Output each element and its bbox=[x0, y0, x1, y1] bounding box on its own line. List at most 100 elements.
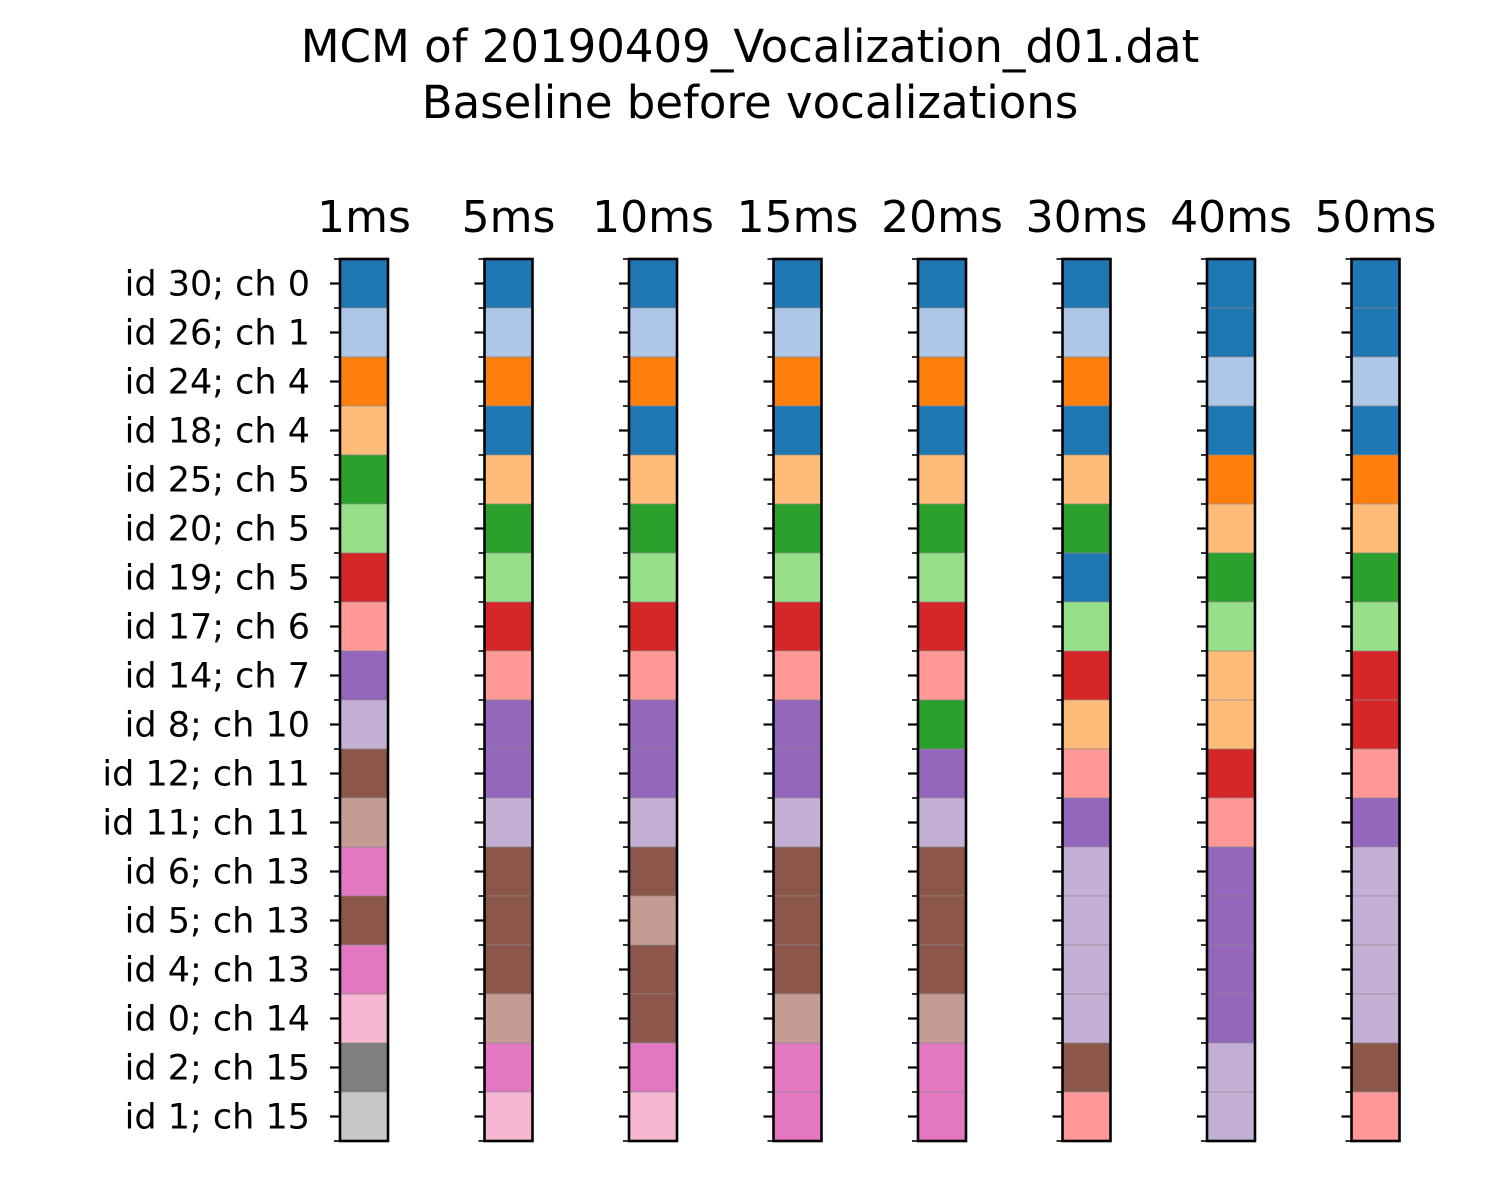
heatmap-cell bbox=[339, 307, 389, 358]
heatmap-cell bbox=[1351, 503, 1400, 554]
heatmap-cell bbox=[917, 356, 967, 407]
heatmap-cell bbox=[1206, 307, 1256, 358]
heatmap-cell bbox=[917, 993, 967, 1044]
heatmap-cell bbox=[773, 258, 822, 309]
heatmap-cell bbox=[1206, 993, 1256, 1044]
heatmap-cell bbox=[1062, 552, 1111, 603]
heatmap-cell bbox=[1206, 1042, 1256, 1093]
heatmap-cell bbox=[484, 895, 533, 946]
heatmap-cell bbox=[1206, 748, 1256, 799]
heatmap-cell bbox=[1206, 650, 1256, 701]
column-label: 1ms bbox=[317, 192, 411, 243]
heatmap-cell bbox=[628, 405, 678, 456]
heatmap-cell bbox=[773, 503, 822, 554]
heatmap-cell bbox=[1206, 552, 1256, 603]
row-label: id 11; ch 11 bbox=[102, 804, 310, 844]
heatmap-cell bbox=[339, 699, 389, 750]
heatmap-cell bbox=[628, 503, 678, 554]
heatmap-cell bbox=[1351, 944, 1400, 995]
heatmap-column: 30ms bbox=[1026, 192, 1148, 1143]
heatmap-cell bbox=[773, 307, 822, 358]
heatmap-cell bbox=[484, 993, 533, 1044]
heatmap-cell bbox=[339, 552, 389, 603]
column-label: 10ms bbox=[592, 192, 714, 243]
heatmap-cell bbox=[917, 1042, 967, 1093]
heatmap-cell bbox=[773, 601, 822, 652]
heatmap-cell bbox=[917, 846, 967, 897]
heatmap-cell bbox=[773, 944, 822, 995]
heatmap-cell bbox=[773, 1091, 822, 1142]
heatmap-cell bbox=[917, 895, 967, 946]
heatmap-cell bbox=[628, 699, 678, 750]
heatmap-cell bbox=[1206, 846, 1256, 897]
row-label: id 6; ch 13 bbox=[125, 853, 310, 893]
heatmap-cell bbox=[1351, 356, 1400, 407]
heatmap-cell bbox=[1062, 944, 1111, 995]
heatmap-cell bbox=[628, 552, 678, 603]
heatmap-cell bbox=[1206, 944, 1256, 995]
heatmap-cell bbox=[1206, 503, 1256, 554]
heatmap-cell bbox=[1206, 699, 1256, 750]
heatmap-cell bbox=[1351, 307, 1400, 358]
heatmap-cell bbox=[628, 1042, 678, 1093]
row-label: id 12; ch 11 bbox=[102, 755, 310, 795]
heatmap-cell bbox=[917, 944, 967, 995]
heatmap-cell bbox=[773, 895, 822, 946]
heatmap-cell bbox=[1206, 454, 1256, 505]
heatmap-cell bbox=[628, 650, 678, 701]
heatmap-cell bbox=[1351, 258, 1400, 309]
heatmap-cell bbox=[484, 258, 533, 309]
column-label: 30ms bbox=[1026, 192, 1148, 243]
heatmap-cell bbox=[773, 650, 822, 701]
column-label: 20ms bbox=[881, 192, 1003, 243]
heatmap-cell bbox=[917, 258, 967, 309]
heatmap-cell bbox=[1351, 1091, 1400, 1142]
row-label: id 19; ch 5 bbox=[125, 559, 310, 599]
heatmap-column: 5ms bbox=[462, 192, 555, 1143]
heatmap-cell bbox=[484, 552, 533, 603]
heatmap-cell bbox=[1351, 650, 1400, 701]
heatmap-cell bbox=[917, 307, 967, 358]
heatmap-cell bbox=[917, 699, 967, 750]
heatmap-cell bbox=[628, 846, 678, 897]
heatmap-cell bbox=[484, 1091, 533, 1142]
heatmap-cell bbox=[628, 944, 678, 995]
row-label: id 5; ch 13 bbox=[125, 902, 310, 942]
heatmap-cell bbox=[917, 748, 967, 799]
heatmap-cell bbox=[628, 748, 678, 799]
heatmap-cell bbox=[1351, 552, 1400, 603]
heatmap-cell bbox=[1062, 699, 1111, 750]
row-label: id 24; ch 4 bbox=[125, 363, 310, 403]
heatmap-cell bbox=[1062, 258, 1111, 309]
heatmap-cell bbox=[1062, 895, 1111, 946]
heatmap-column: 1ms bbox=[317, 192, 411, 1143]
heatmap-cell bbox=[339, 846, 389, 897]
heatmap-cell bbox=[1351, 748, 1400, 799]
row-label: id 17; ch 6 bbox=[125, 608, 310, 648]
heatmap-cell bbox=[917, 650, 967, 701]
heatmap-cell bbox=[484, 1042, 533, 1093]
heatmap-cell bbox=[628, 307, 678, 358]
heatmap-cell bbox=[484, 356, 533, 407]
heatmap-cell bbox=[628, 454, 678, 505]
row-label: id 4; ch 13 bbox=[125, 951, 310, 991]
heatmap-cell bbox=[484, 503, 533, 554]
heatmap-column: 40ms bbox=[1170, 192, 1292, 1143]
heatmap-cell bbox=[917, 552, 967, 603]
heatmap-cell bbox=[339, 895, 389, 946]
heatmap-cell bbox=[339, 650, 389, 701]
heatmap-cell bbox=[339, 258, 389, 309]
heatmap-columns: 1ms 5ms 10ms 15ms 20ms 30ms 40ms 50ms id 30; ch … bbox=[102, 192, 1436, 1143]
heatmap-cell bbox=[628, 1091, 678, 1142]
heatmap-cell bbox=[484, 797, 533, 848]
heatmap-cell bbox=[484, 454, 533, 505]
heatmap-cell bbox=[1351, 405, 1400, 456]
heatmap-cell bbox=[484, 748, 533, 799]
heatmap-cell bbox=[1206, 895, 1256, 946]
heatmap-cell bbox=[1351, 846, 1400, 897]
heatmap-cell bbox=[628, 993, 678, 1044]
heatmap-cell bbox=[773, 797, 822, 848]
heatmap-cell bbox=[1351, 601, 1400, 652]
row-labels: id 30; ch 0 id 26; ch 1 id 24; ch 4 id 18; … bbox=[102, 265, 310, 1138]
